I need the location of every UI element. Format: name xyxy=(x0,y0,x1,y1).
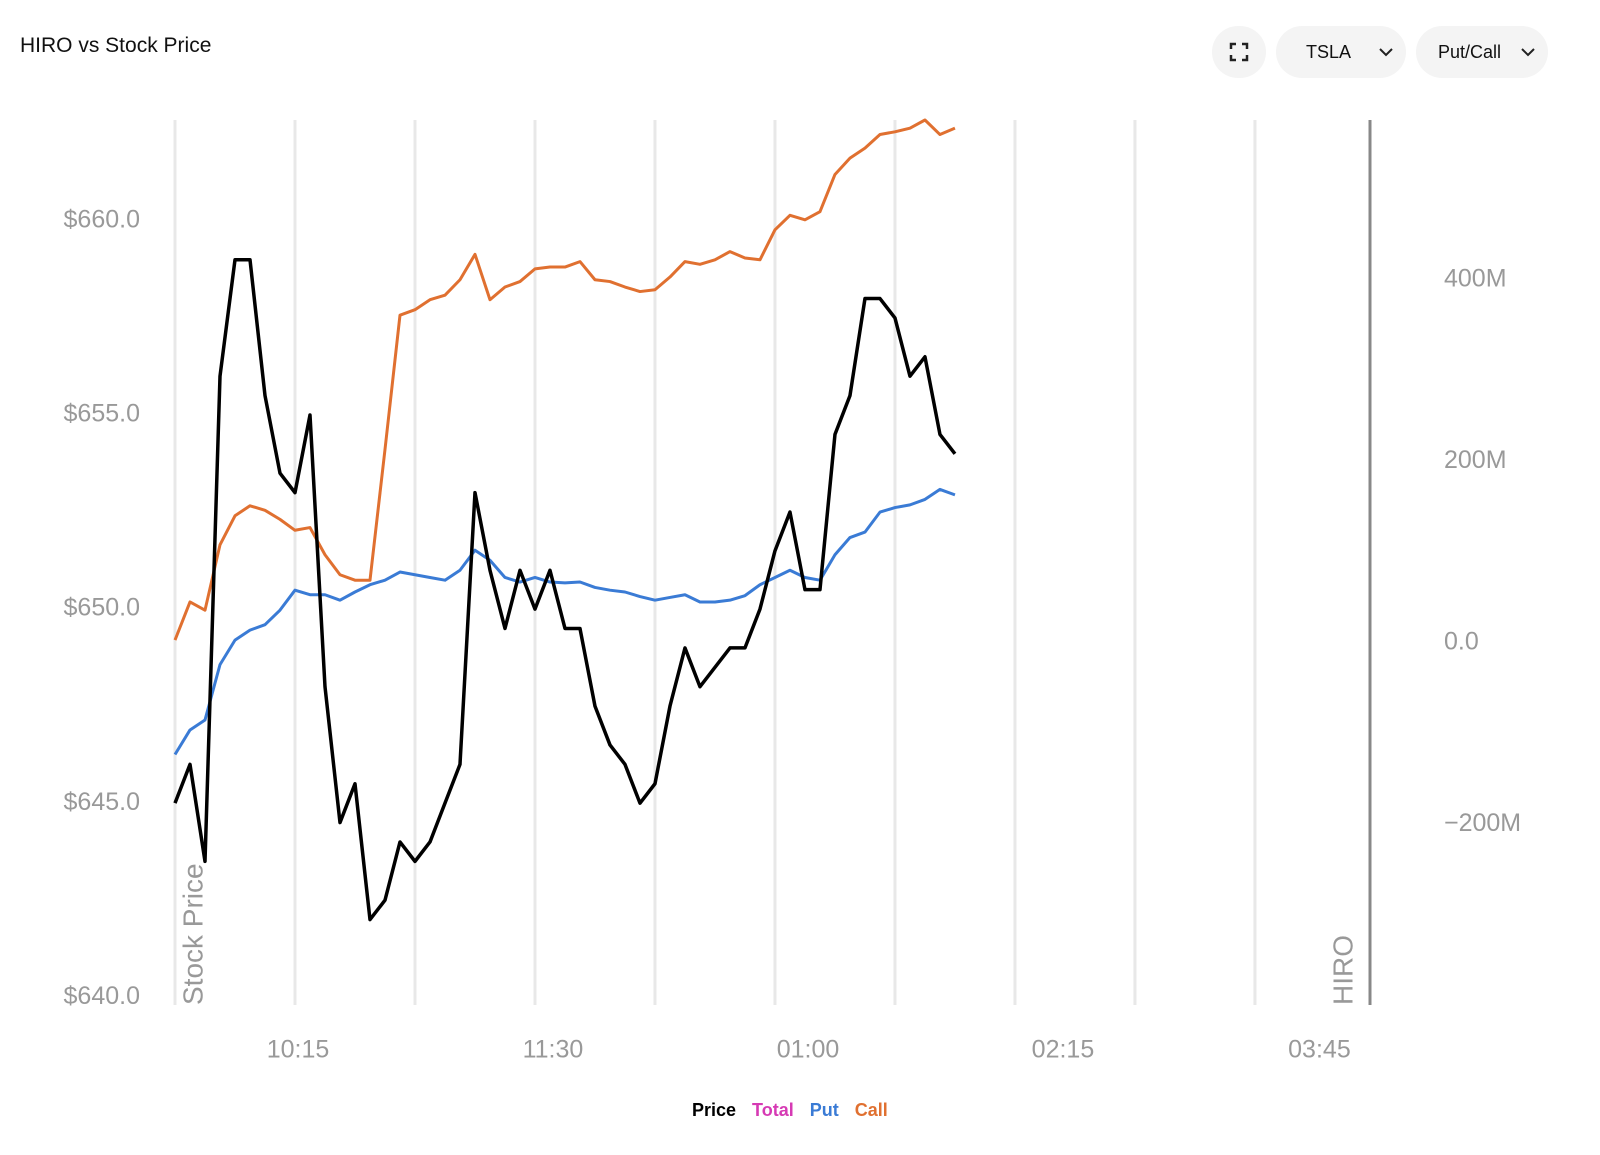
line-call xyxy=(173,118,956,641)
mode-dropdown[interactable]: Put/Call xyxy=(1416,26,1548,78)
chart-title: HIRO vs Stock Price xyxy=(20,34,212,57)
legend-entry: Price xyxy=(692,1100,736,1120)
fullscreen-icon xyxy=(1229,42,1249,62)
fullscreen-button[interactable] xyxy=(1212,26,1266,78)
chevron xyxy=(1521,48,1535,57)
chevron xyxy=(1379,48,1393,57)
y2-tick-label: 200M xyxy=(1444,446,1507,474)
legend-entry: Put xyxy=(810,1100,839,1120)
y-tick-label: $660.0 xyxy=(64,206,140,234)
mode-value: Put/Call xyxy=(1438,41,1502,62)
x-tick-label: 03:45 xyxy=(1288,1036,1351,1064)
y-tick-label: $650.0 xyxy=(64,594,140,622)
x-tick-label: 02:15 xyxy=(1032,1036,1095,1064)
symbol-dropdown[interactable]: TSLA xyxy=(1276,26,1406,78)
x-tick-label: 11:30 xyxy=(523,1036,584,1064)
legend-entry: Total xyxy=(752,1100,794,1120)
y-axis-label: Stock Price xyxy=(177,863,208,1005)
y2-axis-label: HIRO xyxy=(1327,935,1358,1005)
y-tick-label: $655.0 xyxy=(64,400,140,428)
y-tick-label: $645.0 xyxy=(64,788,140,816)
line-price xyxy=(173,257,957,922)
y-tick-label: $640.0 xyxy=(64,982,140,1010)
x-tick-label: 10:15 xyxy=(267,1036,330,1064)
y2-tick-label: 0.0 xyxy=(1444,627,1479,655)
legend-entry: Call xyxy=(855,1100,888,1120)
symbol-value: TSLA xyxy=(1306,41,1352,62)
y2-tick-label: 400M xyxy=(1444,264,1507,292)
line-put xyxy=(173,487,956,756)
y2-tick-label: −200M xyxy=(1444,809,1521,837)
x-tick-label: 01:00 xyxy=(777,1036,840,1064)
